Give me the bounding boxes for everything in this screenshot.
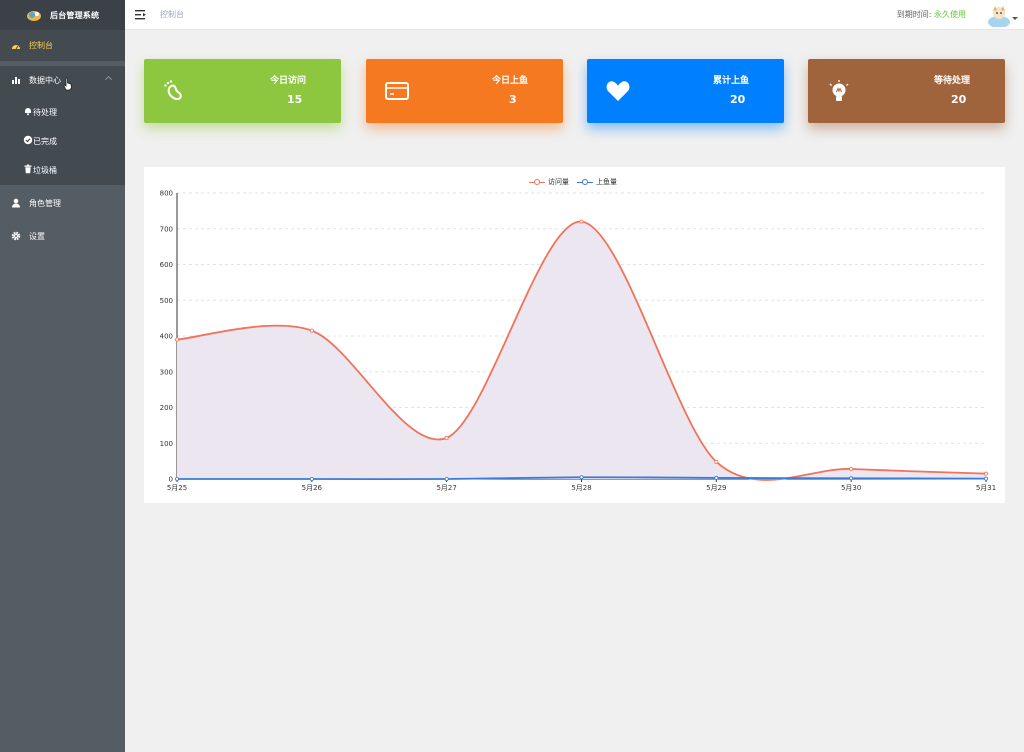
menu-toggle-icon[interactable]: [135, 10, 147, 20]
legend-label: 访问量: [548, 178, 569, 186]
data-point: [984, 476, 989, 481]
x-tick-label: 5月29: [706, 484, 726, 492]
card-value: 20: [951, 93, 967, 106]
data-point: [714, 475, 719, 480]
data-point: [714, 459, 719, 464]
chart-panel: 访问量 上鱼量 0 100 200 300 400 500 600 700 800 5月25 5月2…: [144, 167, 1005, 503]
y-tick-label: 100: [160, 440, 173, 448]
trash-icon: [23, 164, 33, 176]
submenu-item-label: 已完成: [33, 136, 57, 146]
data-point: [849, 476, 854, 481]
data-center-submenu: 待处理 已完成 垃圾桶: [0, 94, 125, 185]
stat-card-today-catch[interactable]: 今日上鱼 3: [366, 59, 563, 123]
sidebar-item-settings[interactable]: 设置: [0, 222, 125, 250]
submenu-item-pending[interactable]: 待处理: [0, 98, 125, 126]
data-point: [174, 337, 179, 342]
sidebar-item-dashboard[interactable]: 控制台: [0, 30, 125, 61]
logo-icon: [26, 8, 42, 22]
y-tick-label: 800: [160, 190, 173, 198]
hand-cursor-icon: [63, 77, 73, 91]
dropdown-caret-icon[interactable]: [1012, 17, 1018, 20]
x-tick-label: 5月31: [976, 484, 996, 492]
card-icon: [384, 78, 410, 104]
sidebar-item-label: 设置: [29, 231, 45, 241]
expire-info: 到期时间: 永久使用: [897, 9, 966, 20]
card-value: 3: [509, 93, 517, 106]
chevron-up-icon: [104, 75, 113, 84]
heart-icon: [605, 78, 631, 104]
data-point: [849, 466, 854, 471]
y-tick-label: 200: [160, 404, 173, 412]
data-point: [444, 435, 449, 440]
data-point: [309, 476, 314, 481]
stat-card-today-visits[interactable]: 今日访问 15: [144, 59, 341, 123]
line-chart: 0 100 200 300 400 500 600 700 800 5月25 5月26 5月27 5月2…: [160, 190, 997, 493]
submenu-item-done[interactable]: 已完成: [0, 127, 125, 155]
logo-bar[interactable]: 后台管理系统: [0, 0, 125, 30]
expire-label: 到期时间:: [896, 10, 932, 19]
data-point: [579, 219, 584, 224]
sidebar-item-label: 角色管理: [29, 198, 61, 208]
user-icon: [11, 198, 21, 208]
footprint-icon: [162, 78, 188, 104]
data-point: [309, 328, 314, 333]
card-title: 等待处理: [933, 76, 970, 86]
sidebar-item-roles[interactable]: 角色管理: [0, 189, 125, 217]
data-point: [579, 475, 584, 480]
y-tick-label: 500: [160, 297, 173, 305]
x-tick-label: 5月26: [302, 484, 323, 492]
legend-item-visits[interactable]: 访问量: [529, 177, 569, 187]
stat-card-total-catch[interactable]: 累计上鱼 20: [587, 59, 784, 123]
chart-legend: 访问量 上鱼量: [529, 177, 625, 187]
legend-item-catch[interactable]: 上鱼量: [577, 177, 617, 187]
sidebar-item-label: 控制台: [29, 41, 53, 50]
y-tick-label: 700: [160, 225, 173, 233]
card-title: 今日访问: [269, 76, 306, 86]
legend-symbol: [529, 178, 545, 186]
y-tick-label: 400: [160, 333, 173, 341]
sidebar-item-data-center[interactable]: 数据中心: [0, 66, 125, 94]
card-value: 20: [730, 93, 746, 106]
x-tick-label: 5月28: [571, 484, 591, 492]
submenu-item-trash[interactable]: 垃圾桶: [0, 156, 125, 184]
card-title: 今日上鱼: [491, 76, 528, 86]
x-tick-label: 5月30: [841, 484, 861, 492]
breadcrumb[interactable]: 控制台: [160, 10, 184, 19]
app-title: 后台管理系统: [50, 10, 100, 20]
x-tick-label: 5月25: [167, 484, 187, 492]
sidebar: 后台管理系统 控制台 数据中心 待处理 已完成: [0, 0, 125, 752]
avatar[interactable]: [987, 3, 1011, 27]
top-header: 控制台 到期时间: 永久使用: [125, 0, 1024, 30]
data-point: [984, 471, 989, 476]
series-area: [177, 221, 986, 480]
y-tick-label: 300: [160, 368, 173, 376]
y-tick-label: 600: [160, 261, 173, 269]
bar-chart-icon: [11, 75, 21, 85]
card-value: 15: [287, 93, 303, 106]
data-point: [444, 476, 449, 481]
submenu-item-label: 垃圾桶: [33, 165, 57, 175]
expire-value: 永久使用: [934, 10, 966, 19]
dashboard-icon: [11, 41, 21, 51]
check-circle-icon: [23, 135, 33, 147]
stat-card-pending[interactable]: 等待处理 20: [808, 59, 1005, 123]
legend-label: 上鱼量: [596, 178, 617, 186]
submenu-item-label: 待处理: [33, 107, 57, 117]
gear-icon: [11, 231, 21, 241]
bell-icon: [23, 106, 33, 118]
card-title: 累计上鱼: [712, 76, 749, 86]
legend-symbol: [577, 178, 593, 186]
y-tick-label: 0: [169, 476, 173, 484]
data-point: [174, 476, 179, 481]
sidebar-item-label: 数据中心: [29, 75, 61, 85]
x-tick-label: 5月27: [436, 484, 456, 492]
bulb-icon: [826, 78, 852, 104]
